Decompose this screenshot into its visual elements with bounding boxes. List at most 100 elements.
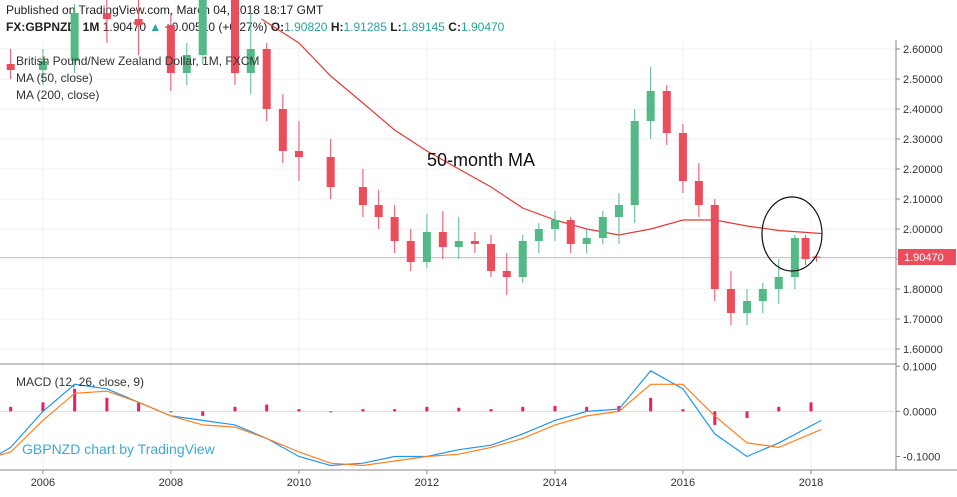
x-tick-label: 2012 bbox=[415, 477, 439, 489]
signal-line bbox=[0, 383, 822, 467]
macd-histogram-bar bbox=[681, 409, 685, 412]
candle-body bbox=[374, 205, 383, 217]
x-tick-label: 2016 bbox=[671, 477, 695, 489]
candle bbox=[102, 0, 111, 43]
candle bbox=[566, 217, 575, 253]
candle-body bbox=[582, 238, 591, 244]
candle-body bbox=[790, 238, 799, 277]
candle bbox=[518, 235, 527, 283]
low-value: 1.89145 bbox=[401, 20, 445, 34]
macd-histogram-bar bbox=[649, 397, 653, 412]
symbol-info-line: FX:GBPNZD, 1M 1.90470 ▲ +0.00510 (+0.27%… bbox=[6, 20, 504, 34]
candle bbox=[550, 211, 559, 241]
candle-body bbox=[598, 217, 607, 238]
candle bbox=[598, 211, 607, 244]
candle-body bbox=[662, 91, 671, 133]
candle-body bbox=[134, 19, 143, 25]
macd-legend: MACD (12, 26, close, 9) bbox=[16, 375, 144, 389]
candle bbox=[166, 13, 175, 91]
candle-body bbox=[166, 25, 175, 73]
candle-body bbox=[502, 271, 511, 277]
macd-histogram-bar bbox=[553, 405, 557, 412]
candle bbox=[758, 283, 767, 313]
macd-histogram-bar bbox=[169, 411, 173, 413]
macd-histogram-bar bbox=[137, 402, 141, 412]
candle bbox=[726, 271, 735, 325]
macd-tick-label: 0.1000 bbox=[903, 361, 937, 373]
price-tick-label: 2.50000 bbox=[903, 74, 943, 86]
highlight-circle bbox=[761, 196, 823, 272]
candle bbox=[534, 223, 543, 253]
high-label: H: bbox=[330, 20, 344, 34]
candle bbox=[678, 124, 687, 193]
candle bbox=[198, 0, 207, 64]
close-label: C: bbox=[448, 20, 461, 34]
price-tick-label: 2.60000 bbox=[903, 44, 943, 56]
candle-body bbox=[102, 13, 111, 19]
macd-histogram-bar bbox=[73, 388, 77, 412]
candle-body bbox=[710, 205, 719, 289]
macd-pane bbox=[0, 370, 896, 467]
watermark: GBPNZD chart by TradingView bbox=[22, 441, 216, 457]
macd-tick-label: 0.0000 bbox=[903, 406, 937, 418]
candle-body bbox=[358, 187, 367, 205]
candle-body bbox=[534, 229, 543, 241]
x-tick-label: 2018 bbox=[799, 477, 823, 489]
candle-body bbox=[230, 0, 239, 73]
candle-body bbox=[326, 157, 335, 187]
macd-histogram-bar bbox=[297, 409, 301, 412]
candle-body bbox=[6, 64, 15, 70]
candle-body bbox=[70, 13, 79, 61]
candle-body bbox=[406, 241, 415, 262]
candle-body bbox=[38, 61, 47, 70]
candle bbox=[326, 139, 335, 199]
close-value: 1.90470 bbox=[460, 20, 505, 34]
candle bbox=[582, 229, 591, 253]
candle bbox=[182, 43, 191, 85]
candle bbox=[454, 217, 463, 259]
ma50-line bbox=[261, 18, 822, 236]
macd-histogram-bar bbox=[777, 406, 781, 412]
open-label: O: bbox=[270, 20, 285, 34]
candle-body bbox=[246, 49, 255, 73]
candle bbox=[470, 232, 479, 253]
macd-histogram-bar bbox=[361, 409, 365, 412]
x-tick-label: 2014 bbox=[543, 477, 567, 489]
candle bbox=[438, 211, 447, 259]
price-tick-label: 2.10000 bbox=[903, 194, 943, 206]
candle bbox=[406, 229, 415, 271]
macd-histogram-bar bbox=[521, 406, 525, 412]
price-tick-label: 1.60000 bbox=[903, 344, 943, 356]
candle-body bbox=[614, 205, 623, 217]
candle-body bbox=[438, 232, 447, 247]
price-tick-label: 2.00000 bbox=[903, 224, 943, 236]
price-tick-label: 1.80000 bbox=[903, 284, 943, 296]
candle bbox=[630, 109, 639, 223]
candle-body bbox=[812, 256, 821, 258]
candle-body bbox=[470, 241, 479, 244]
candle bbox=[646, 67, 655, 139]
candle-body bbox=[294, 151, 303, 157]
grid-lines bbox=[0, 40, 896, 470]
candle bbox=[294, 121, 303, 181]
change-up-icon: ▲ bbox=[149, 20, 162, 34]
legend-ma200: MA (200, close) bbox=[16, 88, 99, 102]
candle bbox=[390, 205, 399, 253]
macd-histogram-bar bbox=[105, 397, 109, 412]
candle bbox=[230, 0, 239, 85]
macd-tick-label: -0.1000 bbox=[903, 451, 940, 463]
macd-histogram-bar bbox=[489, 409, 493, 412]
candle-body bbox=[743, 301, 752, 313]
candle bbox=[662, 85, 671, 145]
candle bbox=[614, 193, 623, 244]
candle-body bbox=[487, 244, 496, 271]
macd-histogram-bar bbox=[265, 404, 269, 412]
x-tick-label: 2006 bbox=[31, 477, 55, 489]
open-value: 1.90820 bbox=[284, 20, 328, 34]
macd-histogram-bar bbox=[41, 402, 45, 412]
price-tick-label: 2.20000 bbox=[903, 164, 943, 176]
candle bbox=[694, 163, 703, 217]
candle-body bbox=[454, 241, 463, 247]
candle-body bbox=[262, 49, 271, 109]
